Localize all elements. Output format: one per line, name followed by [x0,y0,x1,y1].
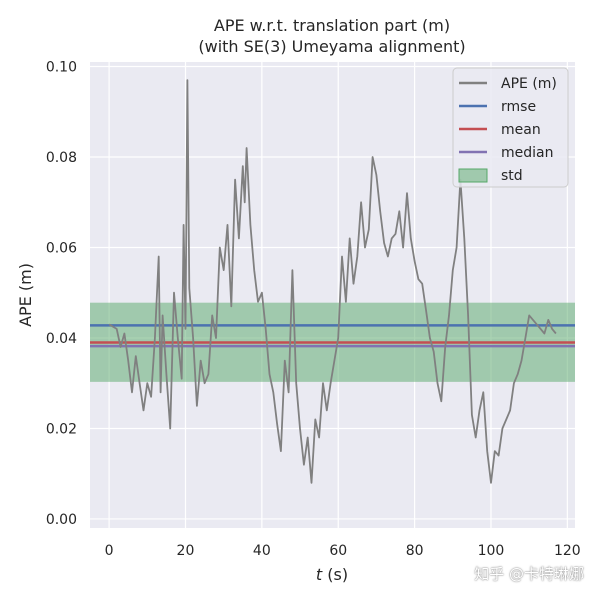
x-tick-label: 20 [177,543,195,559]
x-tick-labels: 0 20 40 60 80 100 120 [105,543,581,559]
x-axis-label: t (s) [316,565,348,584]
legend-entry-std-swatch [458,168,488,183]
chart-title-line-1: APE w.r.t. translation part (m) [214,16,450,35]
x-tick-label: 60 [329,543,347,559]
legend-entry-std-label: std [501,168,523,184]
legend-entry-ape-label: APE (m) [501,76,557,92]
x-tick-label: 100 [478,543,505,559]
y-tick-label: 0.02 [46,421,77,437]
legend-entry-mean-label: mean [501,122,541,138]
watermark-text: 知乎 @卡特琳娜 [474,565,584,583]
y-axis-label: APE (m) [16,263,35,327]
y-tick-label: 0.08 [46,150,77,166]
chart-title-line-2: (with SE(3) Umeyama alignment) [198,37,465,56]
y-tick-label: 0.06 [46,240,77,256]
x-tick-label: 0 [105,543,114,559]
legend-entry-median-label: median [501,145,553,161]
x-tick-label: 80 [406,543,424,559]
y-tick-label: 0.10 [46,60,77,76]
x-tick-label: 120 [554,543,581,559]
y-tick-label: 0.04 [46,331,77,347]
y-tick-labels: 0.00 0.02 0.04 0.06 0.08 0.10 [46,60,77,528]
ape-series-line [108,79,557,484]
x-tick-label: 40 [253,543,271,559]
legend-box [452,67,569,188]
legend-entry-rmse-label: rmse [501,99,536,115]
y-tick-label: 0.00 [46,512,77,528]
legend: APE (m) rmse mean median std [452,67,569,188]
